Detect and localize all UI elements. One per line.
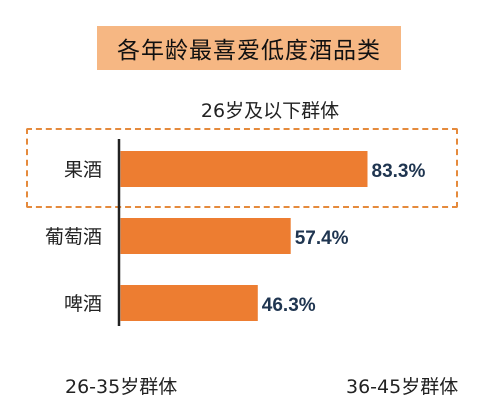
- category-label-1: 葡萄酒: [45, 226, 102, 248]
- bar-1: [120, 218, 291, 254]
- chart-subtitle: 26岁及以下群体: [200, 100, 340, 122]
- chart-title: 各年龄最喜爱低度酒品类: [97, 26, 401, 70]
- value-label-2: 46.3%: [262, 295, 316, 316]
- footer-right-label: 36-45岁群体: [346, 376, 459, 398]
- footer-left-label: 26-35岁群体: [65, 376, 178, 398]
- bar-0: [120, 151, 368, 187]
- value-label-0: 83.3%: [372, 161, 426, 182]
- value-label-1: 57.4%: [295, 228, 349, 249]
- bar-2: [120, 285, 258, 321]
- highlight-box: [26, 128, 458, 208]
- category-label-2: 啤酒: [64, 293, 102, 315]
- category-label-0: 果酒: [64, 159, 102, 181]
